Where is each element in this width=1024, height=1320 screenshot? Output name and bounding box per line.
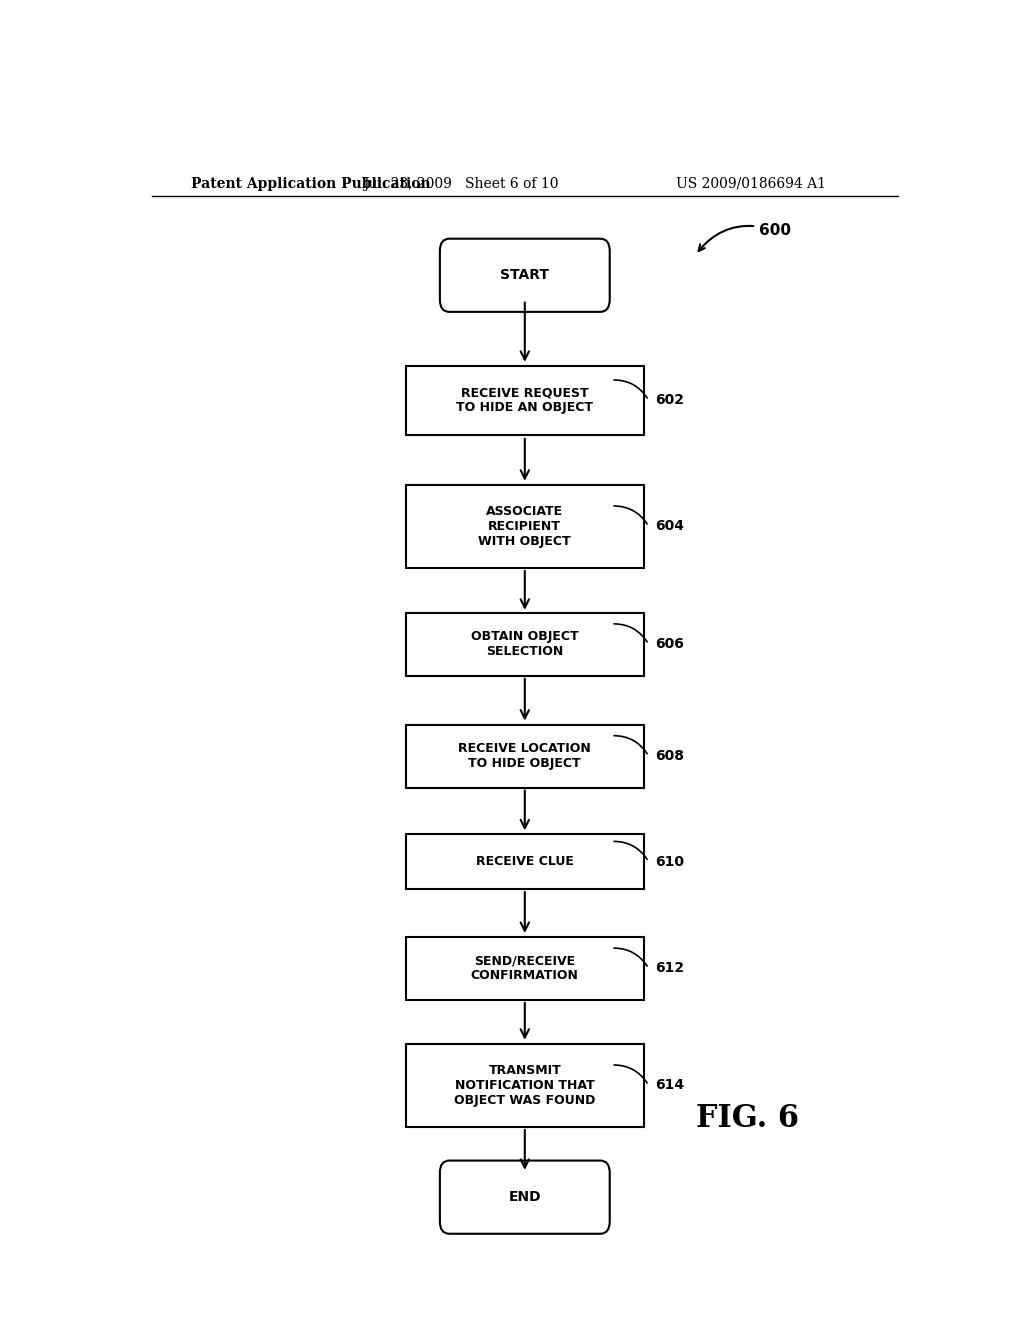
FancyBboxPatch shape [406, 725, 644, 788]
Text: OBTAIN OBJECT
SELECTION: OBTAIN OBJECT SELECTION [471, 630, 579, 659]
Text: US 2009/0186694 A1: US 2009/0186694 A1 [677, 177, 826, 191]
Text: END: END [509, 1191, 541, 1204]
Text: RECEIVE REQUEST
TO HIDE AN OBJECT: RECEIVE REQUEST TO HIDE AN OBJECT [457, 387, 593, 414]
Text: 606: 606 [655, 638, 684, 651]
Text: 614: 614 [655, 1078, 684, 1093]
FancyBboxPatch shape [406, 484, 644, 568]
Text: RECEIVE LOCATION
TO HIDE OBJECT: RECEIVE LOCATION TO HIDE OBJECT [459, 742, 591, 770]
FancyBboxPatch shape [440, 239, 609, 312]
Text: FIG. 6: FIG. 6 [695, 1104, 799, 1134]
FancyBboxPatch shape [406, 366, 644, 434]
Text: Jul. 23, 2009   Sheet 6 of 10: Jul. 23, 2009 Sheet 6 of 10 [364, 177, 559, 191]
Text: RECEIVE CLUE: RECEIVE CLUE [476, 855, 573, 869]
Text: 608: 608 [655, 748, 684, 763]
FancyBboxPatch shape [406, 1044, 644, 1127]
Text: 612: 612 [655, 961, 684, 975]
FancyBboxPatch shape [440, 1160, 609, 1234]
Text: 600: 600 [698, 223, 791, 251]
Text: SEND/RECEIVE
CONFIRMATION: SEND/RECEIVE CONFIRMATION [471, 954, 579, 982]
Text: TRANSMIT
NOTIFICATION THAT
OBJECT WAS FOUND: TRANSMIT NOTIFICATION THAT OBJECT WAS FO… [454, 1064, 596, 1107]
Text: ASSOCIATE
RECIPIENT
WITH OBJECT: ASSOCIATE RECIPIENT WITH OBJECT [478, 504, 571, 548]
FancyBboxPatch shape [406, 834, 644, 890]
FancyBboxPatch shape [406, 937, 644, 1001]
Text: Patent Application Publication: Patent Application Publication [191, 177, 431, 191]
FancyBboxPatch shape [406, 612, 644, 676]
Text: 610: 610 [655, 855, 684, 869]
Text: 604: 604 [655, 519, 684, 533]
Text: START: START [501, 268, 549, 282]
Text: 602: 602 [655, 393, 684, 408]
